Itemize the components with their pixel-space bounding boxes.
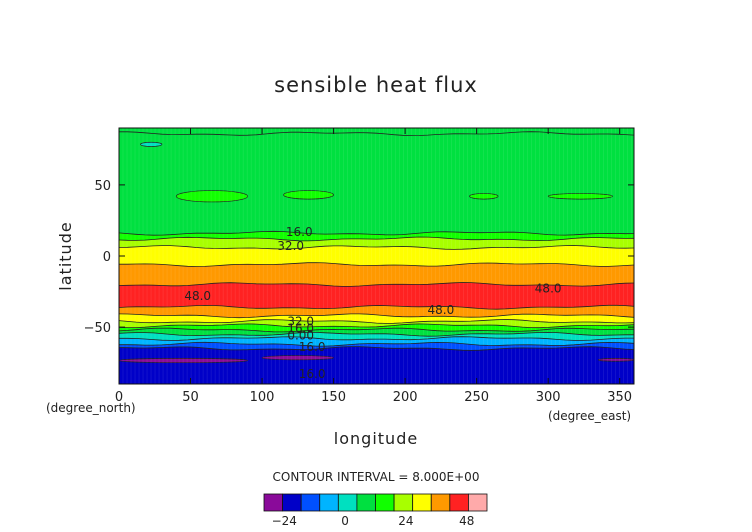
contour-line-12 [119, 331, 634, 337]
band-4 [119, 245, 634, 267]
contour-line-3 [119, 236, 634, 242]
x-tick-label: 350 [607, 390, 632, 405]
contour-line-4 [119, 245, 634, 250]
contour-line-6 [119, 282, 634, 287]
colorbar-swatch [430, 493, 451, 512]
contour-line-7 [119, 304, 634, 310]
patch-3 [547, 193, 613, 200]
colorbar-swatch [356, 493, 376, 512]
contour-line-13 [119, 336, 634, 341]
colorbar-tick-label: 0 [341, 514, 349, 528]
colorbar-swatch [375, 493, 395, 512]
contour-interval-text: CONTOUR INTERVAL = 8.000E+00 [273, 470, 480, 484]
contour-line-10 [119, 323, 634, 329]
y-axis-unit: (degree_north) [46, 401, 136, 415]
x-axis-label: longitude [334, 429, 418, 448]
colorbar-tick-label: 24 [398, 514, 413, 528]
contour-label-9: 16.0 [299, 367, 326, 381]
plot-area [119, 128, 634, 384]
band-8 [119, 313, 634, 324]
colorbar-swatch [393, 493, 414, 512]
colorbar-swatch [263, 493, 283, 512]
x-tick-label: 100 [250, 390, 275, 405]
contour-line-15 [119, 346, 634, 351]
contour-label-3: 48.0 [428, 303, 455, 317]
colorbar-tick-label: −24 [272, 514, 297, 528]
y-tick-label: −50 [84, 321, 111, 336]
colorbar-swatch [300, 493, 321, 512]
band-15 [119, 346, 634, 384]
contour-line-2 [119, 230, 634, 236]
x-axis-unit: (degree_east) [548, 409, 631, 423]
contour-line-14 [119, 341, 634, 347]
x-tick-label: 150 [321, 390, 346, 405]
y-tick-label: 50 [94, 179, 111, 194]
colorbar-swatch [449, 493, 469, 512]
x-tick-label: 250 [464, 390, 489, 405]
y-axis-ticks: 50 0 −50 [84, 179, 634, 336]
y-axis-label: latitude [56, 221, 75, 290]
x-tick-label: 200 [393, 390, 418, 405]
colorbar-swatch [319, 493, 339, 512]
contour-line-11 [119, 327, 634, 333]
contour-label-2: 48.0 [184, 289, 211, 303]
patch-0 [175, 190, 249, 203]
patch-6 [261, 355, 334, 361]
contour-label-4: 48.0 [535, 282, 562, 296]
band-5 [119, 262, 634, 287]
patch-5 [119, 358, 249, 364]
contour-line-9 [119, 319, 634, 324]
contour-label-0: 16.0 [286, 225, 313, 239]
colorbar-swatch [468, 493, 488, 512]
x-tick-label: 300 [536, 390, 561, 405]
colorbar-tick-label: 48 [459, 514, 474, 528]
band-7 [119, 305, 634, 318]
colorbar [263, 493, 488, 512]
contour-label-6: 16.0 [287, 322, 314, 336]
colorbar-swatch [412, 493, 432, 512]
contour-label-7: 0.00 [287, 329, 314, 343]
x-tick-label: 0 [115, 390, 123, 405]
patch-4 [140, 141, 163, 147]
band-0 [119, 128, 634, 136]
x-axis-ticks: 0 50 100 150 200 250 300 350 [115, 128, 632, 405]
band-1 [119, 131, 634, 236]
contour-label-5: 32.0 [287, 314, 314, 328]
contour-line-8 [119, 313, 634, 319]
patch-1 [283, 190, 334, 200]
contour-label-8: 16.0 [299, 340, 326, 354]
y-tick-label: 0 [103, 250, 111, 265]
band-6 [119, 282, 634, 310]
contour-lines [119, 131, 634, 351]
band-3 [119, 237, 634, 250]
contour-label-1: 32.0 [277, 239, 304, 253]
contour-line-5 [119, 262, 634, 267]
colorbar-swatch [282, 493, 302, 512]
colorbar-ticks: −24 0 24 48 [272, 514, 475, 528]
patch-2 [469, 193, 499, 200]
band-2 [119, 231, 634, 241]
colorbar-swatch [337, 493, 358, 512]
x-tick-label: 50 [182, 390, 199, 405]
chart-title: sensible heat flux [274, 73, 478, 97]
